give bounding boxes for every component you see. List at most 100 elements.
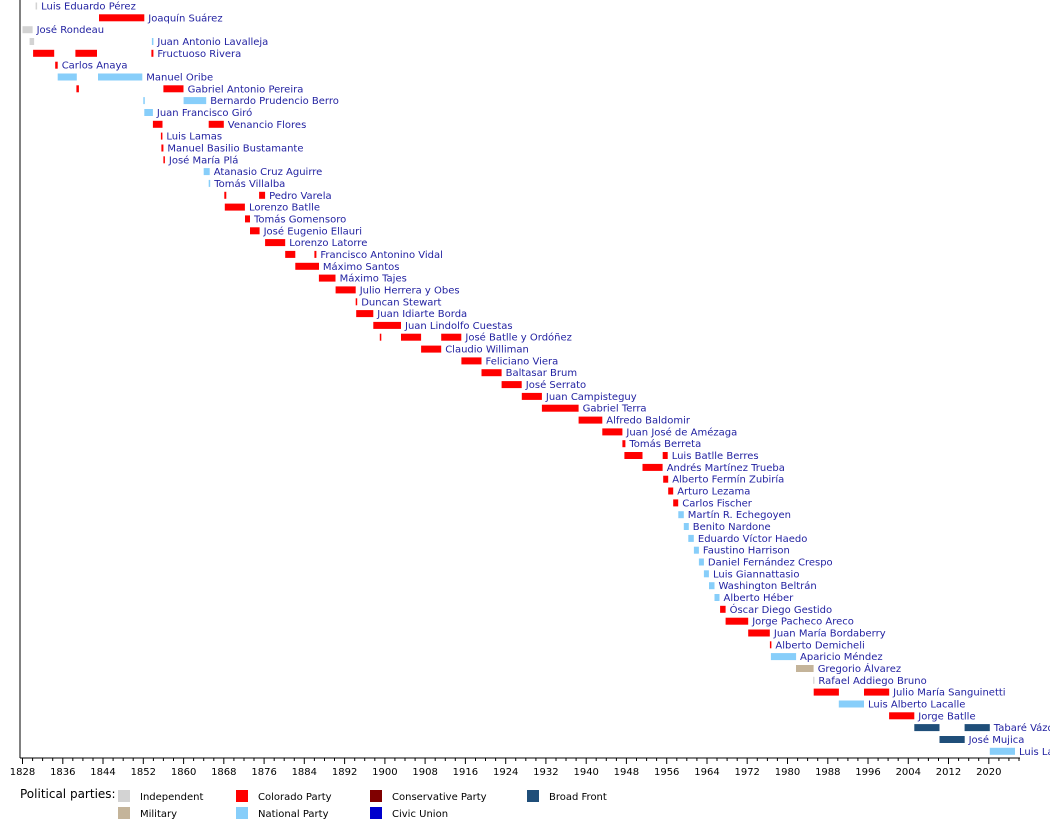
tick-label: 1844 [90, 767, 115, 778]
term-bar [98, 73, 143, 81]
president-label: José Serrato [525, 379, 586, 391]
legend-swatch [118, 790, 130, 802]
president-label: Fructuoso Rivera [157, 49, 241, 60]
term-bar [35, 2, 38, 10]
president-label: Juan Lindolfo Cuestas [404, 321, 513, 332]
term-bar [401, 333, 422, 341]
president-label: Eduardo Víctor Haedo [698, 533, 807, 545]
term-bar [335, 286, 356, 294]
tick-label: 1876 [251, 767, 276, 778]
term-bar [143, 97, 145, 105]
tick-label: 1988 [815, 767, 840, 778]
term-bar [224, 191, 227, 199]
term-bar [356, 310, 374, 318]
president-label: Martín R. Echegoyen [688, 509, 791, 521]
tick-label: 1900 [372, 767, 397, 778]
president-label: Lorenzo Latorre [289, 238, 367, 249]
term-bar [703, 570, 709, 578]
president-label: Máximo Tajes [340, 273, 407, 285]
tick-label: 1964 [694, 767, 719, 778]
president-label: Atanasio Cruz Aguirre [214, 167, 323, 178]
term-bar [964, 724, 990, 732]
president-label: Alberto Fermín Zubiría [672, 474, 784, 486]
term-bar [939, 736, 965, 743]
president-label: Rafael Addiego Bruno [818, 676, 926, 687]
tick-label: 1884 [292, 767, 317, 778]
president-label: Tomás Villalba [213, 178, 285, 190]
term-bar [769, 641, 772, 649]
term-bar [55, 61, 58, 69]
term-bar [663, 475, 669, 483]
president-label: José María Plá [168, 154, 239, 166]
president-label: Benito Nardone [693, 522, 771, 533]
legend-label: Independent [140, 792, 203, 803]
term-bar [75, 49, 97, 57]
president-label: Faustino Harrison [703, 546, 790, 557]
legend-title: Political parties: [20, 787, 116, 801]
term-bar [889, 712, 915, 720]
president-label: Luis Giannattasio [713, 569, 799, 580]
term-bar [725, 617, 749, 625]
term-bar [29, 38, 35, 45]
tick-label: 1956 [654, 767, 679, 778]
tick-label: 1908 [412, 767, 437, 778]
term-bar [259, 191, 266, 199]
legend-swatch [527, 790, 539, 802]
term-bar [668, 487, 674, 495]
legend-label: Conservative Party [392, 792, 487, 803]
term-bar [163, 85, 184, 93]
president-label: Juan José de Amézaga [625, 426, 737, 438]
legend-swatch [236, 790, 248, 802]
president-label: Juan María Bordaberry [773, 628, 886, 640]
tick-label: 1916 [453, 767, 478, 778]
president-label: Claudio Williman [445, 345, 529, 356]
term-bar [163, 156, 165, 164]
president-label: Juan Antonio Lavalleja [156, 37, 268, 48]
term-bar [813, 688, 839, 696]
term-bar [688, 534, 694, 542]
tick-label: 1860 [171, 767, 196, 778]
term-bar [770, 653, 797, 661]
president-label: Luis Batlle Berres [672, 451, 759, 462]
term-bar [461, 357, 482, 365]
president-label: Gregorio Álvarez [818, 662, 901, 675]
term-bar [250, 227, 260, 235]
term-bar [314, 250, 317, 258]
term-bar [245, 215, 250, 223]
president-label: Juan Idiarte Borda [376, 309, 467, 320]
president-label: Juan Campisteguy [545, 392, 637, 403]
term-bar [76, 85, 79, 93]
president-label: Daniel Fernández Crespo [708, 557, 833, 569]
term-bar [501, 381, 522, 389]
president-label: José Batlle y Ordóñez [464, 332, 572, 344]
president-label: Julio María Sanguinetti [892, 687, 1005, 699]
term-bar [373, 321, 401, 329]
legend-label: National Party [258, 809, 329, 820]
term-bar [33, 49, 55, 57]
tick-label: 1828 [10, 767, 35, 778]
term-bar [151, 49, 154, 57]
president-label: Aparicio Méndez [800, 651, 883, 663]
term-bar [673, 499, 679, 507]
term-bar [224, 203, 245, 211]
tick-label: 1892 [332, 767, 357, 778]
term-bar [714, 594, 720, 601]
tick-label: 2020 [976, 767, 1001, 778]
president-label: Gabriel Antonio Pereira [188, 84, 304, 95]
term-bar [183, 97, 207, 105]
term-bar [379, 333, 382, 341]
term-bars [22, 2, 1015, 755]
term-bar [208, 179, 211, 187]
legend-label: Civic Union [392, 809, 448, 820]
party-legend: Political parties: Independent Colorado P… [20, 787, 607, 820]
term-bar [151, 38, 154, 45]
president-label: Óscar Diego Gestido [730, 603, 833, 616]
tick-label: 1868 [211, 767, 236, 778]
term-bar [624, 452, 643, 459]
term-bar [683, 523, 689, 530]
term-bar [481, 369, 502, 377]
term-bar [521, 392, 542, 400]
term-bar [541, 404, 579, 412]
term-bar [421, 345, 442, 353]
tick-label: 1924 [493, 767, 518, 778]
